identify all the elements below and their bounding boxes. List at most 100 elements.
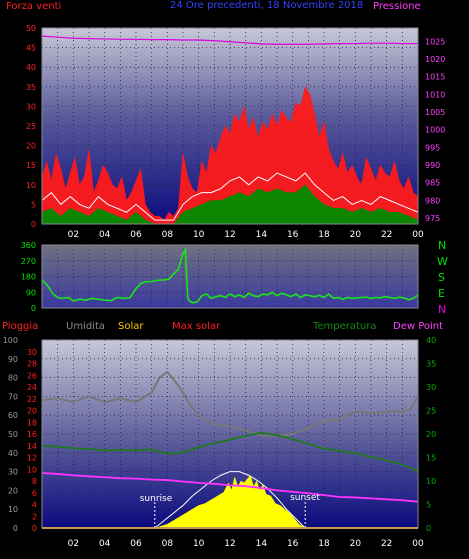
climate-x-tick: 06 bbox=[130, 539, 142, 549]
humidity-axis-tick: 60 bbox=[8, 411, 18, 420]
temperature-axis-tick: 25 bbox=[426, 407, 436, 416]
temperature-legend: Temperatura bbox=[313, 321, 377, 332]
compass-n-bottom: N bbox=[438, 303, 447, 316]
temperature-axis-tick: 15 bbox=[426, 454, 436, 463]
compass-n-top: N bbox=[438, 239, 447, 252]
solar-area bbox=[154, 474, 307, 529]
temperature-axis-tick: 5 bbox=[426, 501, 431, 510]
climate-x-tick: 18 bbox=[318, 539, 330, 549]
temperature-axis-tick: 0 bbox=[426, 524, 431, 533]
climate-x-tick: 04 bbox=[99, 539, 111, 549]
direction-axis-tick: 180 bbox=[21, 273, 36, 282]
rain-axis-tick: 6 bbox=[32, 489, 37, 498]
pressure-axis-tick: 975 bbox=[425, 214, 440, 223]
chart-title: 24 Ore precedenti, 18 Novembre 2018 bbox=[170, 0, 364, 11]
rain-axis-tick: 16 bbox=[27, 430, 37, 439]
direction-axis-tick: 270 bbox=[21, 257, 36, 266]
humidity-axis-tick: 30 bbox=[8, 468, 18, 477]
rain-axis-tick: 22 bbox=[27, 395, 37, 404]
wind-axis-tick: 15 bbox=[26, 161, 36, 170]
pressure-line bbox=[41, 35, 418, 45]
climate-x-tick: 16 bbox=[287, 539, 299, 549]
compass-s: S bbox=[438, 271, 445, 284]
maxsolar-legend: Max solar bbox=[172, 321, 221, 332]
temperature-axis-tick: 10 bbox=[426, 477, 436, 486]
wind-x-tick: 20 bbox=[350, 230, 362, 240]
direction-panel-frame bbox=[41, 244, 419, 309]
temperature-axis-tick: 30 bbox=[426, 383, 436, 392]
compass-e: E bbox=[438, 287, 445, 300]
solar-legend: Solar bbox=[118, 321, 144, 332]
rain-axis-tick: 10 bbox=[27, 465, 37, 474]
humidity-axis-tick: 70 bbox=[8, 392, 18, 401]
pressure-axis-tick: 1005 bbox=[425, 108, 445, 117]
wind-x-tick: 12 bbox=[224, 230, 235, 240]
sunset-annotation: sunset bbox=[290, 493, 320, 503]
pressure-axis-tick: 1015 bbox=[425, 73, 445, 82]
humidity-axis-tick: 80 bbox=[8, 374, 18, 383]
pressure-axis-tick: 1020 bbox=[425, 55, 445, 64]
rain-axis-tick: 4 bbox=[32, 501, 37, 510]
wind-x-tick: 22 bbox=[381, 230, 392, 240]
wind-x-tick: 00 bbox=[412, 230, 424, 240]
humidity-legend: Umidita bbox=[66, 321, 106, 332]
wind-axis-tick: 50 bbox=[26, 24, 36, 33]
wind-axis-tick: 10 bbox=[26, 181, 36, 190]
rain-legend: Pioggia bbox=[2, 321, 39, 332]
wind-axis-tick: 25 bbox=[26, 122, 36, 131]
sunrise-annotation: sunrise bbox=[140, 494, 173, 504]
direction-axis-tick: 90 bbox=[26, 288, 36, 297]
rain-axis-tick: 14 bbox=[27, 442, 37, 451]
rain-axis-tick: 18 bbox=[27, 418, 37, 427]
rain-axis-tick: 28 bbox=[27, 360, 37, 369]
wind-axis-tick: 5 bbox=[31, 200, 36, 209]
temperature-axis-tick: 35 bbox=[426, 360, 436, 369]
pressure-legend: Pressione bbox=[373, 1, 421, 12]
wind-x-tick: 04 bbox=[99, 230, 111, 240]
climate-x-tick: 10 bbox=[193, 539, 205, 549]
pressure-axis-tick: 980 bbox=[425, 196, 440, 205]
wind-panel-frame bbox=[41, 27, 419, 225]
wind-axis-tick: 40 bbox=[26, 63, 36, 72]
rain-axis-tick: 2 bbox=[32, 512, 37, 521]
wind-avg-line bbox=[41, 172, 419, 221]
climate-x-tick: 02 bbox=[68, 539, 79, 549]
rain-axis-tick: 20 bbox=[27, 407, 37, 416]
rain-axis-tick: 30 bbox=[27, 348, 37, 357]
temperature-line bbox=[41, 431, 419, 473]
humidity-axis-tick: 90 bbox=[8, 355, 18, 364]
direction-axis-tick: 360 bbox=[21, 241, 36, 250]
climate-x-tick: 12 bbox=[224, 539, 235, 549]
wind-x-tick: 10 bbox=[193, 230, 205, 240]
climate-x-tick: 20 bbox=[350, 539, 362, 549]
wind-axis-tick: 30 bbox=[26, 102, 36, 111]
climate-x-tick: 14 bbox=[256, 539, 268, 549]
climate-x-tick: 00 bbox=[412, 539, 424, 549]
wind-x-tick: 08 bbox=[162, 230, 174, 240]
rain-axis-tick: 12 bbox=[27, 454, 37, 463]
rain-axis-tick: 24 bbox=[27, 383, 37, 392]
wind-low-area bbox=[41, 184, 419, 225]
pressure-axis-tick: 990 bbox=[425, 161, 440, 170]
humidity-axis-tick: 50 bbox=[8, 430, 18, 439]
rain-axis-tick: 26 bbox=[27, 371, 37, 380]
humidity-line bbox=[41, 370, 419, 437]
climate-x-tick: 22 bbox=[381, 539, 392, 549]
pressure-axis-tick: 1025 bbox=[425, 37, 445, 46]
direction-axis-tick: 0 bbox=[31, 304, 36, 313]
humidity-axis-tick: 10 bbox=[8, 505, 18, 514]
humidity-axis-tick: 20 bbox=[8, 486, 18, 495]
wind-gust-area bbox=[41, 86, 419, 225]
pressure-axis-tick: 1000 bbox=[425, 126, 445, 135]
dewpoint-line bbox=[41, 472, 419, 503]
wind-x-tick: 02 bbox=[68, 230, 79, 240]
climate-x-tick: 08 bbox=[162, 539, 174, 549]
direction-line bbox=[41, 246, 419, 304]
humidity-axis-tick: 100 bbox=[3, 336, 18, 345]
wind-x-tick: 06 bbox=[130, 230, 142, 240]
wind-axis-tick: 35 bbox=[26, 83, 36, 92]
pressure-axis-tick: 995 bbox=[425, 143, 440, 152]
wind-legend: Forza venti bbox=[6, 1, 62, 12]
humidity-axis-tick: 0 bbox=[13, 524, 18, 533]
